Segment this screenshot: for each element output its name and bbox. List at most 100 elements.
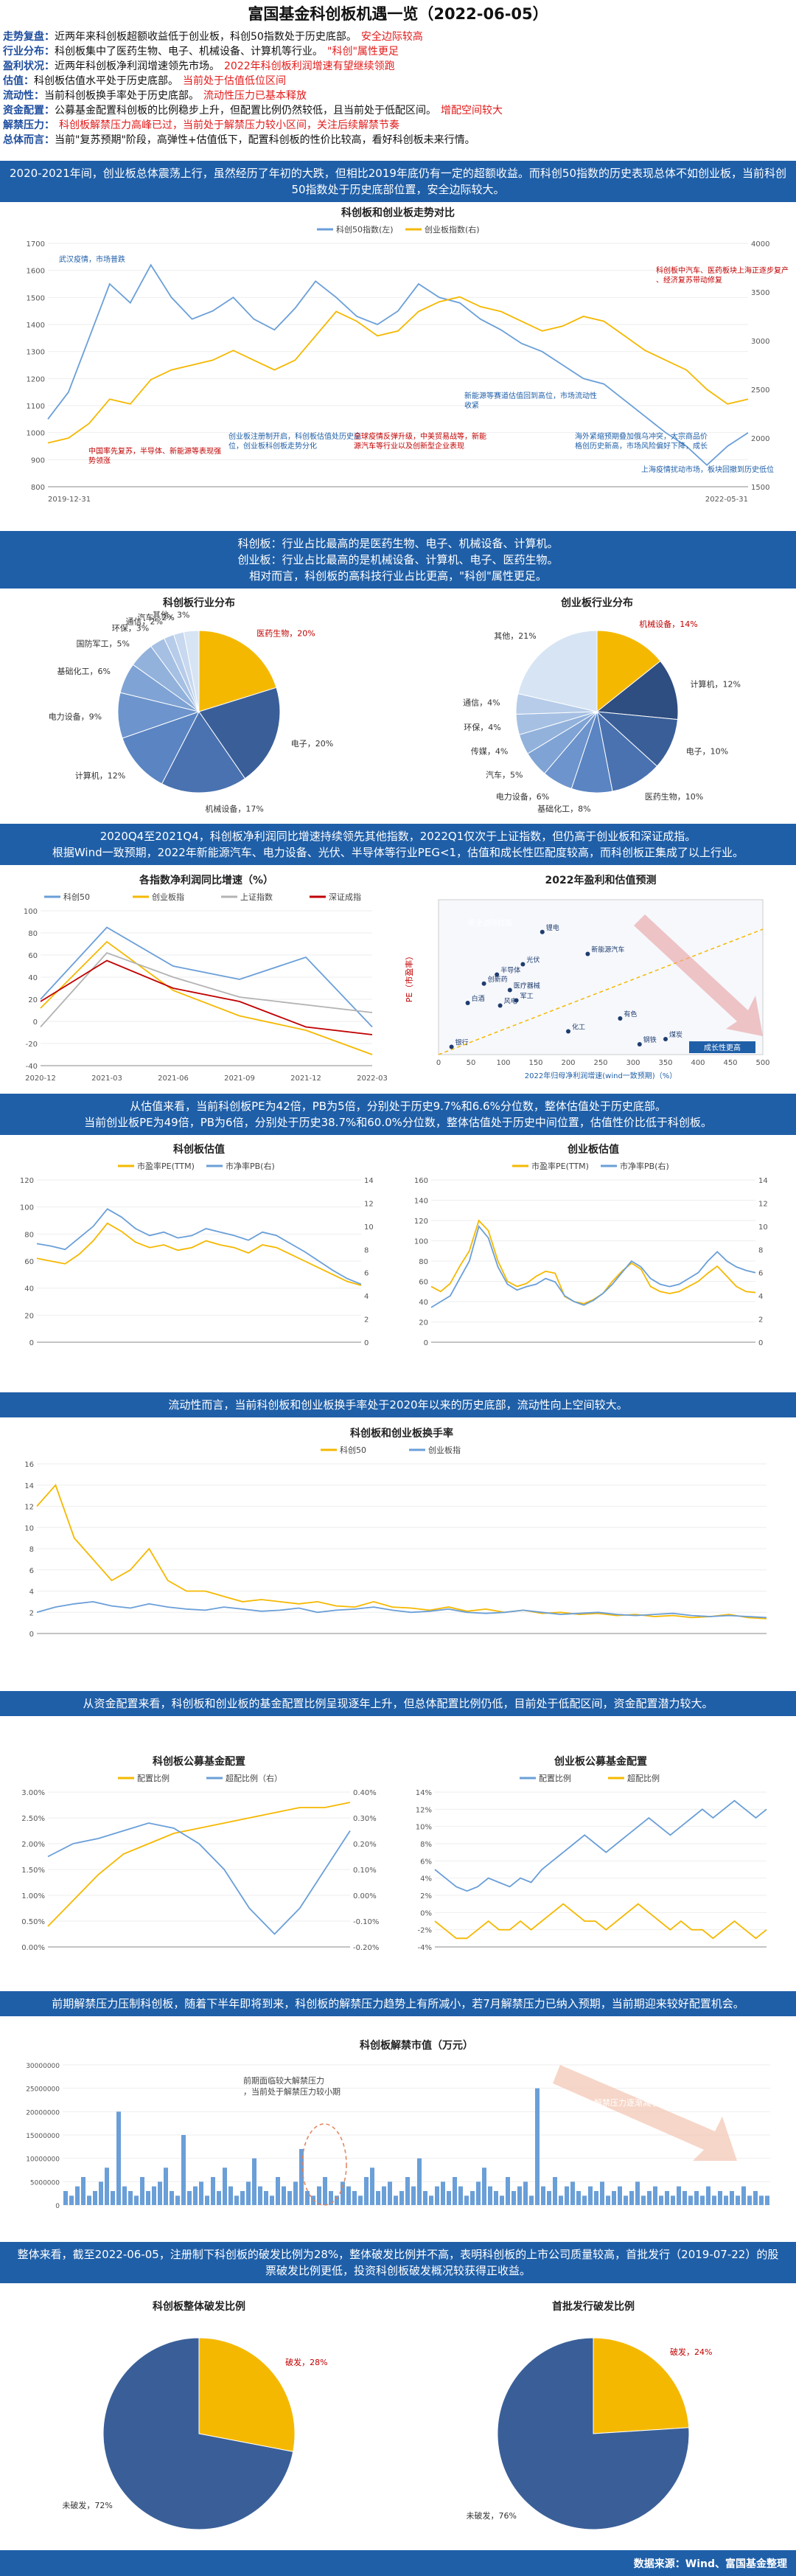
- intro-row: 走势复盘：近两年来科创板超额收益低于创业板，科创50指数处于历史底部。 安全边际较…: [0, 29, 796, 44]
- x-tick-label: 150: [528, 1059, 542, 1067]
- x-tick-label: 300: [626, 1059, 640, 1067]
- unlock-bar: [765, 2195, 769, 2205]
- unlock-bar: [287, 2191, 292, 2205]
- unlock-bar: [376, 2191, 380, 2205]
- chart-title: 创业板公募基金配置: [554, 1755, 647, 1768]
- y-tick-label: 4%: [420, 1875, 432, 1884]
- unlock-bar: [700, 2195, 705, 2205]
- chart-title: 科创板估值: [173, 1143, 225, 1156]
- chart-fund-star: 科创板公募基金配置 配置比例 超配比例（右） 3.00% 2.50% 2.00% 1.50%…: [7, 1752, 391, 1980]
- annotation: 势领涨: [88, 456, 111, 465]
- unlock-bar: [629, 2191, 634, 2205]
- chart-title: 首批发行破发比例: [552, 2300, 635, 2313]
- pie-label: 电力设备，6%: [496, 791, 549, 802]
- scatter-point: [637, 1042, 642, 1046]
- pie-label: 机械设备，17%: [205, 804, 263, 814]
- y-right-tick-label: 3000: [751, 338, 769, 346]
- unlock-bar: [140, 2177, 144, 2205]
- pie-label: 电子，10%: [686, 746, 728, 756]
- unlock-bar: [582, 2195, 587, 2205]
- annotation: 解禁压力逐渐减小: [594, 2097, 659, 2108]
- unlock-bar: [741, 2186, 746, 2205]
- pie-label: 通信，2%: [125, 617, 162, 626]
- y-tick-label: 60: [419, 1279, 428, 1287]
- point-label: 有色: [624, 1010, 637, 1018]
- unlock-bar: [181, 2135, 186, 2205]
- y-tick-label: 0: [29, 1631, 34, 1639]
- y-tick-label: 2%: [420, 1892, 432, 1900]
- banner-profit: 2020Q4至2021Q4，科创板净利润同比增速持续领先其他指数，2022Q1仅…: [0, 824, 796, 865]
- x-tick-label: 2021-12: [290, 1075, 321, 1083]
- chart-title: 科创板和创业板走势对比: [341, 206, 455, 219]
- scatter-point: [449, 1044, 454, 1049]
- unlock-bar: [329, 2191, 333, 2205]
- unlock-bar: [682, 2191, 687, 2205]
- unlock-bar: [494, 2191, 498, 2205]
- unlock-bar: [447, 2191, 451, 2205]
- banner-trend: 2020-2021年间，创业板总体震荡上行，虽然经历了年初的大跌，但相比2019…: [0, 161, 796, 202]
- annotation-box: [689, 1041, 755, 1053]
- intro-row: 总体而言：当前"复苏预期"阶段，高弹性+估值低下，配置科创板的性价比较高，看好科…: [0, 133, 796, 147]
- unlock-bar: [759, 2195, 764, 2205]
- unlock-svg: 科创板解禁市值（万元） 30000000 25000000 20000000 15000…: [26, 2039, 770, 2210]
- unlock-bar: [470, 2191, 475, 2205]
- y-tick-label: 1400: [27, 322, 45, 330]
- pie-slice: [517, 630, 598, 712]
- chart-title: 各指数净利润同比增速（%）: [139, 874, 273, 886]
- pie-label: 计算机，12%: [691, 678, 741, 689]
- y-right-tick-label: -0.20%: [353, 1944, 379, 1952]
- intro-text: 公募基金配置科创板的比例稳步上升，但配置比例仍然较低，且当前处于低配区间。: [55, 105, 436, 117]
- unlock-bar: [116, 2111, 121, 2205]
- pie-slice: [596, 711, 679, 767]
- chart-title: 创业板行业分布: [560, 597, 633, 609]
- chart-trend: 科创板和创业板走势对比 科创50指数(左) 创业板指数(右) 1700 1600 1500…: [7, 203, 789, 535]
- intro-highlight: 当前处于估值低位区间: [183, 75, 286, 87]
- y-tick-label: 40: [419, 1299, 428, 1307]
- pie-slice: [593, 2337, 690, 2434]
- banner-industry: 科创板：行业占比最高的是医药生物、电子、机械设备、计算机。 创业板：行业占比最高的…: [0, 531, 796, 589]
- intro-text: 近两年来科创板超额收益低于创业板，科创50指数处于历史底部。: [55, 31, 357, 43]
- profit-chart-svg: 各指数净利润同比增速（%） 科创50 创业板指 上证指数 深证成指 100 80 60 40 20…: [24, 874, 388, 1083]
- unlock-bar: [694, 2191, 699, 2205]
- pie-label: 环保，4%: [464, 722, 500, 732]
- unlock-bar: [747, 2195, 752, 2205]
- pie-slice: [596, 660, 679, 721]
- unlock-bar: [488, 2186, 492, 2205]
- unlock-bar: [688, 2195, 693, 2205]
- unlock-bar: [264, 2191, 268, 2205]
- footer-bar: [0, 2550, 796, 2576]
- intro-key: 资金配置：: [3, 105, 55, 117]
- legend-label: 深证成指: [329, 892, 361, 902]
- series-line: [36, 1600, 767, 1619]
- unlock-bar: [706, 2186, 711, 2205]
- unlock-bar: [576, 2191, 581, 2205]
- unlock-bar: [122, 2186, 127, 2205]
- annotation: 前期面临较大解禁压力: [243, 2075, 324, 2086]
- pie-slice: [183, 630, 200, 712]
- scatter-point: [663, 1037, 668, 1041]
- y-tick-label: 10000000: [26, 2156, 60, 2164]
- scatter-point: [566, 1029, 570, 1034]
- trend-arrow: [553, 2065, 737, 2161]
- unlock-bar: [293, 2181, 298, 2205]
- unlock-bar: [158, 2181, 162, 2205]
- unlock-bar: [618, 2186, 622, 2205]
- unlock-bar: [541, 2186, 545, 2205]
- chart-peg: 2022年盈利和估值预测 0 50 100 150 200 250 300 350 400 450 5…: [402, 870, 789, 1091]
- y-tick-label: 1300: [27, 349, 45, 357]
- y-right-tick-label: 12: [758, 1200, 768, 1208]
- x-tick-label: 2021-03: [91, 1075, 122, 1083]
- y-tick-label: 0: [55, 2203, 60, 2210]
- chart-break-all: 科创板整体破发比例 破发，28% 未破发，72%: [7, 2294, 391, 2548]
- intro-highlight: 增配空间较大: [441, 105, 503, 117]
- intro-row: 盈利状况：近两年科创板净利润增速领先市场。 2022年科创板利润增速有望继续领跑: [0, 59, 796, 74]
- unlock-bar: [228, 2186, 233, 2205]
- y-tick-label: 8: [29, 1546, 34, 1554]
- y-tick-label: 12: [24, 1504, 34, 1512]
- legend-label: 超配比例（右）: [226, 1773, 282, 1783]
- y-tick-label: 15000000: [26, 2133, 60, 2140]
- series-line: [40, 940, 373, 1055]
- banner-line: 50指数处于历史底部位置，安全边际较大。: [291, 183, 505, 196]
- unlock-bar: [93, 2191, 97, 2205]
- series-line: [434, 1799, 767, 1892]
